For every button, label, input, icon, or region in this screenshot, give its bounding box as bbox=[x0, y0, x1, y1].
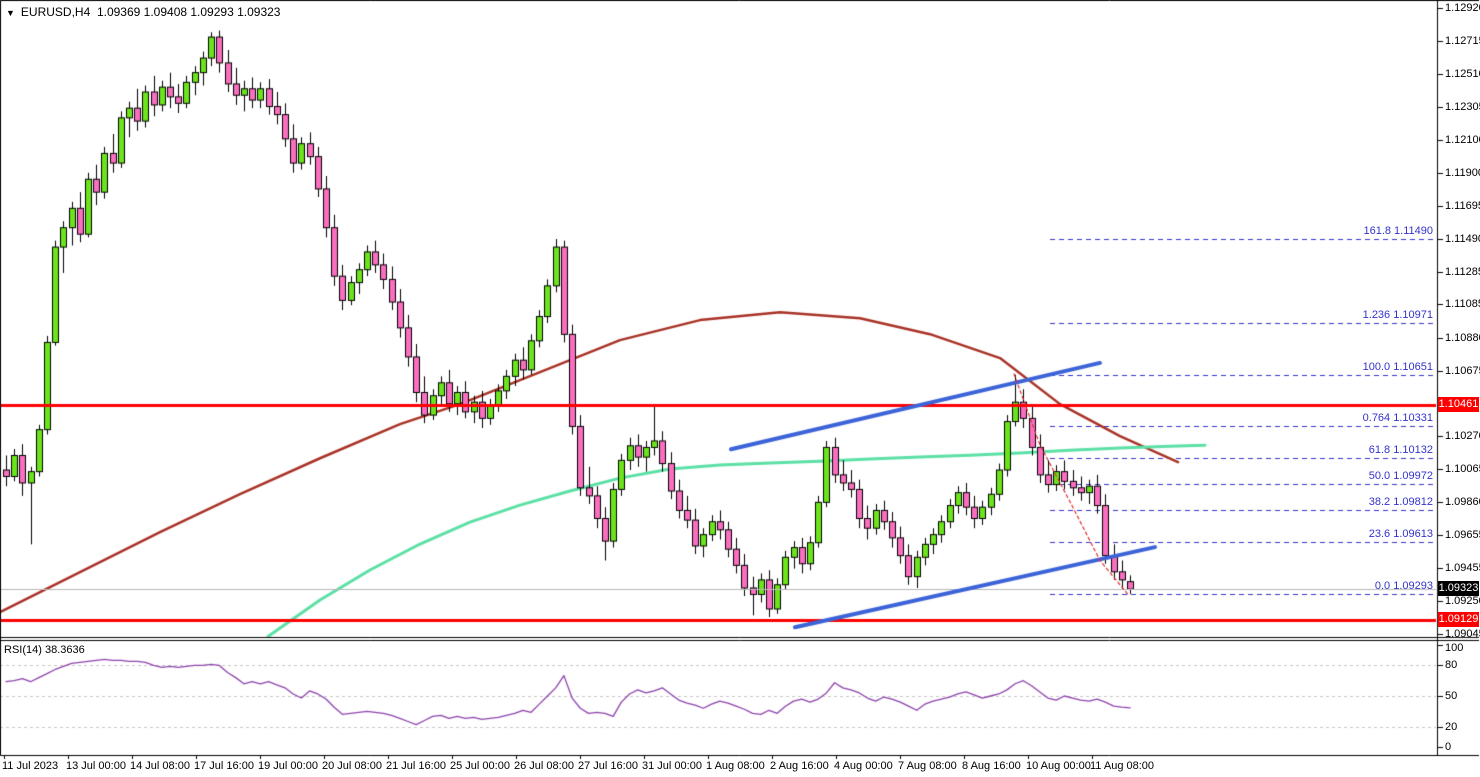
price-tick-label: 1.11285 bbox=[1445, 266, 1480, 279]
time-tick-label: 25 Jul 00:00 bbox=[450, 760, 510, 772]
fib-level-label: 38.2 1.09812 bbox=[1368, 496, 1433, 509]
time-tick-label: 11 Aug 08:00 bbox=[1090, 760, 1155, 772]
price-tick-label: 1.12510 bbox=[1445, 68, 1480, 81]
price-tick-label: 1.12305 bbox=[1445, 101, 1480, 114]
time-tick-label: 8 Aug 16:00 bbox=[962, 760, 1021, 772]
symbol-dropdown-icon[interactable]: ▼ bbox=[6, 8, 15, 18]
fib-level-label: 23.6 1.09613 bbox=[1368, 528, 1433, 541]
time-tick-label: 13 Jul 00:00 bbox=[66, 760, 126, 772]
ohlc-readout: 1.09369 1.09408 1.09293 1.09323 bbox=[96, 5, 281, 19]
rsi-tick-label: 100 bbox=[1445, 642, 1464, 654]
hline-price-badge: 1.09129 bbox=[1438, 612, 1479, 628]
indicator-name: RSI(14) bbox=[4, 644, 42, 656]
price-tick-label: 1.09250 bbox=[1445, 594, 1480, 607]
price-tick-label: 1.12100 bbox=[1445, 134, 1480, 147]
time-tick-label: 14 Jul 08:00 bbox=[130, 760, 190, 772]
fib-level-label: 161.8 1.11490 bbox=[1363, 225, 1433, 238]
rsi-tick-label: 80 bbox=[1445, 659, 1458, 672]
fib-level-label: 0.764 1.10331 bbox=[1362, 412, 1433, 425]
time-tick-label: 21 Jul 16:00 bbox=[386, 760, 446, 772]
fib-level-label: 50.0 1.09972 bbox=[1368, 470, 1433, 483]
time-tick-label: 27 Jul 16:00 bbox=[578, 760, 638, 772]
price-tick-label: 1.12715 bbox=[1445, 35, 1480, 48]
fib-level-label: 100.0 1.10651 bbox=[1362, 360, 1433, 373]
hline-price-badge: 1.10461 bbox=[1438, 397, 1479, 413]
indicator-label: RSI(14) 38.3636 bbox=[4, 644, 85, 656]
price-tick-label: 1.09655 bbox=[1445, 529, 1480, 542]
price-tick-label: 1.09860 bbox=[1445, 496, 1480, 509]
time-tick-label: 19 Jul 00:00 bbox=[258, 760, 318, 772]
time-tick-label: 26 Jul 08:00 bbox=[514, 760, 574, 772]
time-tick-label: 1 Aug 08:00 bbox=[706, 760, 765, 772]
rsi-tick-label: 50 bbox=[1445, 690, 1458, 702]
price-tick-label: 1.11085 bbox=[1445, 298, 1480, 311]
price-tick-label: 1.12920 bbox=[1445, 1, 1480, 14]
indicator-value: 38.3636 bbox=[44, 644, 85, 656]
symbol-timeframe-label: EURUSD,H4 bbox=[20, 5, 91, 19]
rsi-tick-label: 20 bbox=[1445, 720, 1458, 733]
price-tick-label: 1.11490 bbox=[1445, 233, 1480, 246]
time-tick-label: 7 Aug 08:00 bbox=[898, 760, 957, 772]
price-tick-label: 1.11695 bbox=[1445, 199, 1480, 212]
price-tick-label: 1.10065 bbox=[1445, 463, 1480, 476]
fib-level-label: 1.236 1.10971 bbox=[1362, 308, 1433, 321]
fib-level-label: 61.8 1.10132 bbox=[1368, 444, 1433, 457]
price-tick-label: 1.10270 bbox=[1445, 430, 1480, 443]
time-tick-label: 4 Aug 00:00 bbox=[834, 760, 893, 772]
current-price-badge: 1.09323 bbox=[1438, 581, 1479, 597]
time-tick-label: 10 Aug 00:00 bbox=[1026, 760, 1091, 772]
time-tick-label: 31 Jul 00:00 bbox=[642, 760, 702, 772]
time-tick-label: 2 Aug 16:00 bbox=[770, 760, 829, 772]
rsi-tick-label: 0 bbox=[1445, 741, 1452, 753]
time-tick-label: 17 Jul 16:00 bbox=[194, 760, 254, 772]
price-tick-label: 1.10880 bbox=[1445, 331, 1480, 344]
time-tick-label: 20 Jul 08:00 bbox=[322, 760, 382, 772]
fib-level-label: 0.0 1.09293 bbox=[1374, 579, 1433, 592]
price-tick-label: 1.11900 bbox=[1445, 166, 1480, 179]
time-tick-label: 11 Jul 2023 bbox=[2, 760, 59, 772]
price-tick-label: 1.10675 bbox=[1445, 364, 1480, 377]
price-tick-label: 1.09045 bbox=[1445, 628, 1480, 640]
chart-title-bar: ▼ EURUSD,H4 1.09369 1.09408 1.09293 1.093… bbox=[6, 5, 280, 19]
price-tick-label: 1.09455 bbox=[1445, 561, 1480, 574]
